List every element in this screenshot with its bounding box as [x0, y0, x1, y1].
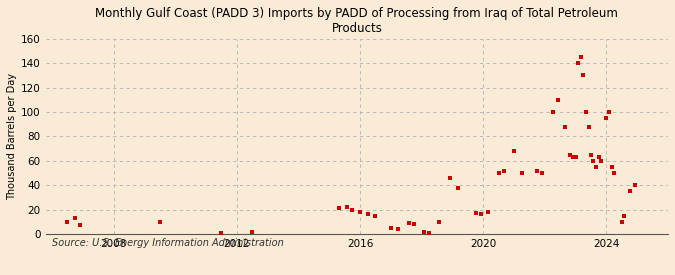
- Point: [445, 176, 456, 180]
- Point: [70, 216, 80, 220]
- Point: [247, 229, 258, 234]
- Title: Monthly Gulf Coast (PADD 3) Imports by PADD of Processing from Iraq of Total Pet: Monthly Gulf Coast (PADD 3) Imports by P…: [95, 7, 618, 35]
- Point: [601, 116, 612, 120]
- Point: [483, 210, 494, 214]
- Point: [385, 226, 396, 230]
- Point: [565, 153, 576, 157]
- Point: [572, 61, 583, 65]
- Point: [588, 159, 599, 163]
- Point: [470, 211, 481, 215]
- Point: [570, 155, 581, 159]
- Point: [216, 230, 227, 235]
- Point: [624, 189, 635, 194]
- Point: [424, 230, 435, 235]
- Point: [434, 219, 445, 224]
- Point: [578, 73, 589, 78]
- Point: [334, 206, 345, 211]
- Point: [552, 98, 563, 102]
- Point: [591, 165, 601, 169]
- Point: [593, 155, 604, 159]
- Point: [537, 171, 547, 175]
- Point: [596, 159, 607, 163]
- Point: [509, 149, 520, 153]
- Point: [616, 219, 627, 224]
- Point: [370, 213, 381, 218]
- Point: [516, 171, 527, 175]
- Point: [403, 221, 414, 225]
- Point: [560, 125, 571, 129]
- Text: Source: U.S. Energy Information Administration: Source: U.S. Energy Information Administ…: [52, 238, 284, 248]
- Point: [580, 110, 591, 114]
- Point: [493, 171, 504, 175]
- Point: [75, 223, 86, 228]
- Point: [619, 213, 630, 218]
- Point: [583, 125, 594, 129]
- Point: [354, 210, 365, 214]
- Point: [609, 171, 620, 175]
- Point: [452, 185, 463, 190]
- Point: [418, 229, 429, 234]
- Point: [342, 205, 352, 209]
- Point: [568, 155, 578, 159]
- Y-axis label: Thousand Barrels per Day: Thousand Barrels per Day: [7, 73, 17, 200]
- Point: [603, 110, 614, 114]
- Point: [498, 168, 509, 173]
- Point: [62, 219, 73, 224]
- Point: [547, 110, 558, 114]
- Point: [475, 212, 486, 217]
- Point: [606, 165, 617, 169]
- Point: [155, 219, 165, 224]
- Point: [393, 227, 404, 231]
- Point: [576, 55, 587, 59]
- Point: [586, 153, 597, 157]
- Point: [408, 222, 419, 226]
- Point: [532, 168, 543, 173]
- Point: [347, 207, 358, 212]
- Point: [362, 212, 373, 217]
- Point: [629, 183, 640, 187]
